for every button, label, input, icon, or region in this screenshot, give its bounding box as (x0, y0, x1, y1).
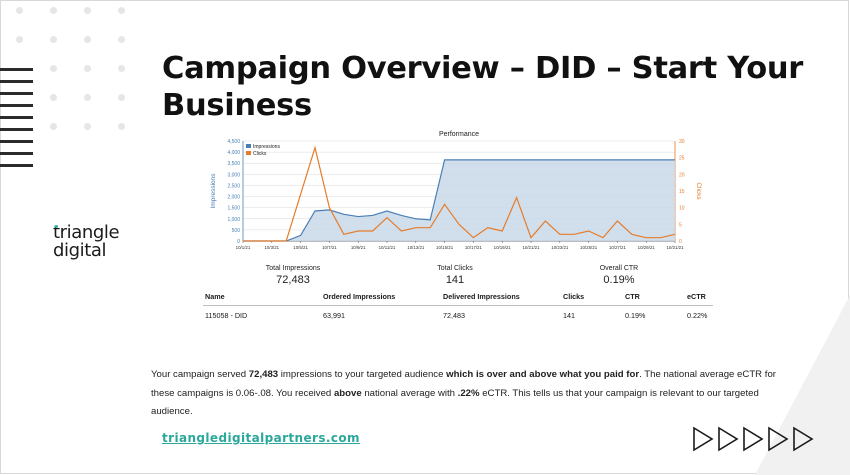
logo-line-1: triangle (53, 222, 120, 243)
column-header: eCTR (685, 291, 713, 306)
column-header: Clicks (561, 291, 623, 306)
table-row: 115058 - DID 63,991 72,483 141 0.19% 0.2… (203, 306, 713, 326)
y-tick-label: 3,000 (227, 172, 240, 178)
table-cell: 63,991 (323, 311, 345, 320)
table-cell: 0.19% (625, 311, 646, 320)
legend-swatch-impressions (246, 144, 251, 148)
summary-text: national average with (361, 387, 458, 399)
summary-text: impressions to your targeted audience (278, 369, 447, 380)
stat-total-impressions: Total Impressions 72,483 (255, 265, 331, 286)
y2-tick-label: 20 (679, 172, 685, 178)
legend-label-clicks: Clicks (253, 151, 267, 157)
summary-paragraph: Your campaign served 72,483 impressions … (151, 366, 801, 422)
y-tick-label: 4,000 (227, 150, 240, 156)
chevron-right-icon (718, 426, 739, 452)
y2-tick-label: 10 (679, 206, 685, 212)
series-clicks-line (243, 145, 676, 242)
legend-swatch-clicks (246, 151, 251, 155)
table-cell: 115058 - DID (205, 311, 248, 320)
legend-label-impressions: Impressions (253, 144, 280, 150)
table-cell: 72,483 (443, 311, 465, 320)
y2-tick-label: 30 (679, 139, 685, 145)
y2-tick-label: 5 (679, 222, 682, 228)
table-cell: 0.22% (687, 311, 708, 320)
y2-axis-label: Clicks (695, 182, 702, 200)
y-tick-label: 1,500 (227, 206, 240, 212)
column-header: Ordered Impressions (321, 291, 441, 306)
x-tick-label: 10/23/21 (551, 245, 569, 250)
page-title: Campaign Overview – DID – Start Your Bus… (162, 51, 804, 123)
website-link[interactable]: triangledigitalpartners.com (162, 431, 360, 445)
y2-tick-label: 15 (679, 189, 685, 195)
chart-title: Performance (439, 131, 479, 138)
series-impressions-area (243, 159, 675, 241)
logo-accent-dot (55, 225, 58, 228)
x-tick-label: 10/21/21 (522, 245, 540, 250)
stat-label: Total Clicks (437, 265, 473, 272)
chevron-right-icon (793, 426, 814, 452)
y-tick-label: 2,000 (227, 195, 240, 201)
x-tick-label: 10/25/21 (580, 245, 598, 250)
summary-bold: above (333, 387, 362, 399)
chevron-right-icon (743, 426, 764, 452)
x-tick-label: 10/5/21 (293, 245, 308, 250)
summary-bold: 72,483 (248, 369, 279, 380)
performance-chart-svg: Performance 0 500 1,000 1,500 2,000 2,500 3,000… (210, 131, 702, 250)
x-tick-label: 10/27/21 (609, 245, 627, 250)
table-header-row: Name Ordered Impressions Delivered Impre… (203, 291, 713, 306)
summary-text: . The national average eCTR for these ca… (151, 369, 776, 399)
summary-bold: which is over and above what you paid fo… (446, 369, 640, 380)
stat-total-clicks: Total Clicks 141 (425, 265, 485, 286)
logo-line-2: digital (53, 240, 107, 261)
x-tick-label: 10/3/21 (264, 245, 279, 250)
x-tick-label: 10/11/21 (379, 245, 396, 250)
y-axis-label: Impressions (210, 173, 217, 209)
stat-label: Total Impressions (265, 265, 321, 272)
y2-tick-label: 25 (679, 156, 685, 162)
column-header: CTR (623, 291, 685, 306)
column-header: Name (203, 291, 321, 306)
stat-value: 72,483 (276, 274, 310, 286)
y2-tick-label: 0 (679, 239, 682, 245)
x-tick-label: 10/13/21 (407, 245, 425, 250)
campaign-table: Name Ordered Impressions Delivered Impre… (203, 291, 713, 325)
x-tick-label: 10/15/21 (436, 245, 454, 250)
stat-overall-ctr: Overall CTR 0.19% (588, 265, 650, 286)
chevron-right-icon (768, 426, 789, 452)
series-impressions-line (243, 159, 675, 242)
x-tick-label: 10/17/21 (465, 245, 483, 250)
y-tick-label: 2,500 (227, 183, 240, 189)
summary-text: eCTR. This tells us that your campaign i… (151, 387, 759, 418)
column-header: Delivered Impressions (441, 291, 561, 306)
y-tick-label: 0 (237, 239, 240, 245)
x-tick-label: 10/29/21 (638, 245, 656, 250)
chevron-right-icon-row (693, 426, 814, 452)
stat-value: 141 (445, 274, 465, 286)
x-tick-label: 10/1/21 (236, 245, 251, 250)
x-tick-label: 10/31/21 (666, 245, 684, 250)
performance-chart: Performance 0 500 1,000 1,500 2,000 2,500 3,000… (205, 128, 705, 260)
x-tick-label: 10/9/21 (351, 245, 366, 250)
x-tick-label: 10/7/21 (322, 245, 337, 250)
summary-text: Your campaign served (151, 369, 249, 380)
stat-label: Overall CTR (599, 265, 639, 272)
table-cell: 141 (563, 311, 575, 320)
stat-value: 0.19% (603, 274, 635, 286)
company-logo: triangle digital (53, 222, 120, 261)
y-tick-label: 3,500 (227, 161, 240, 167)
y-tick-label: 4,500 (227, 139, 240, 145)
summary-bold: .22% (457, 387, 480, 399)
y-tick-label: 1,000 (227, 217, 240, 223)
x-tick-label: 10/19/21 (494, 245, 512, 250)
y-tick-label: 500 (232, 228, 241, 234)
chevron-right-icon (693, 426, 714, 452)
